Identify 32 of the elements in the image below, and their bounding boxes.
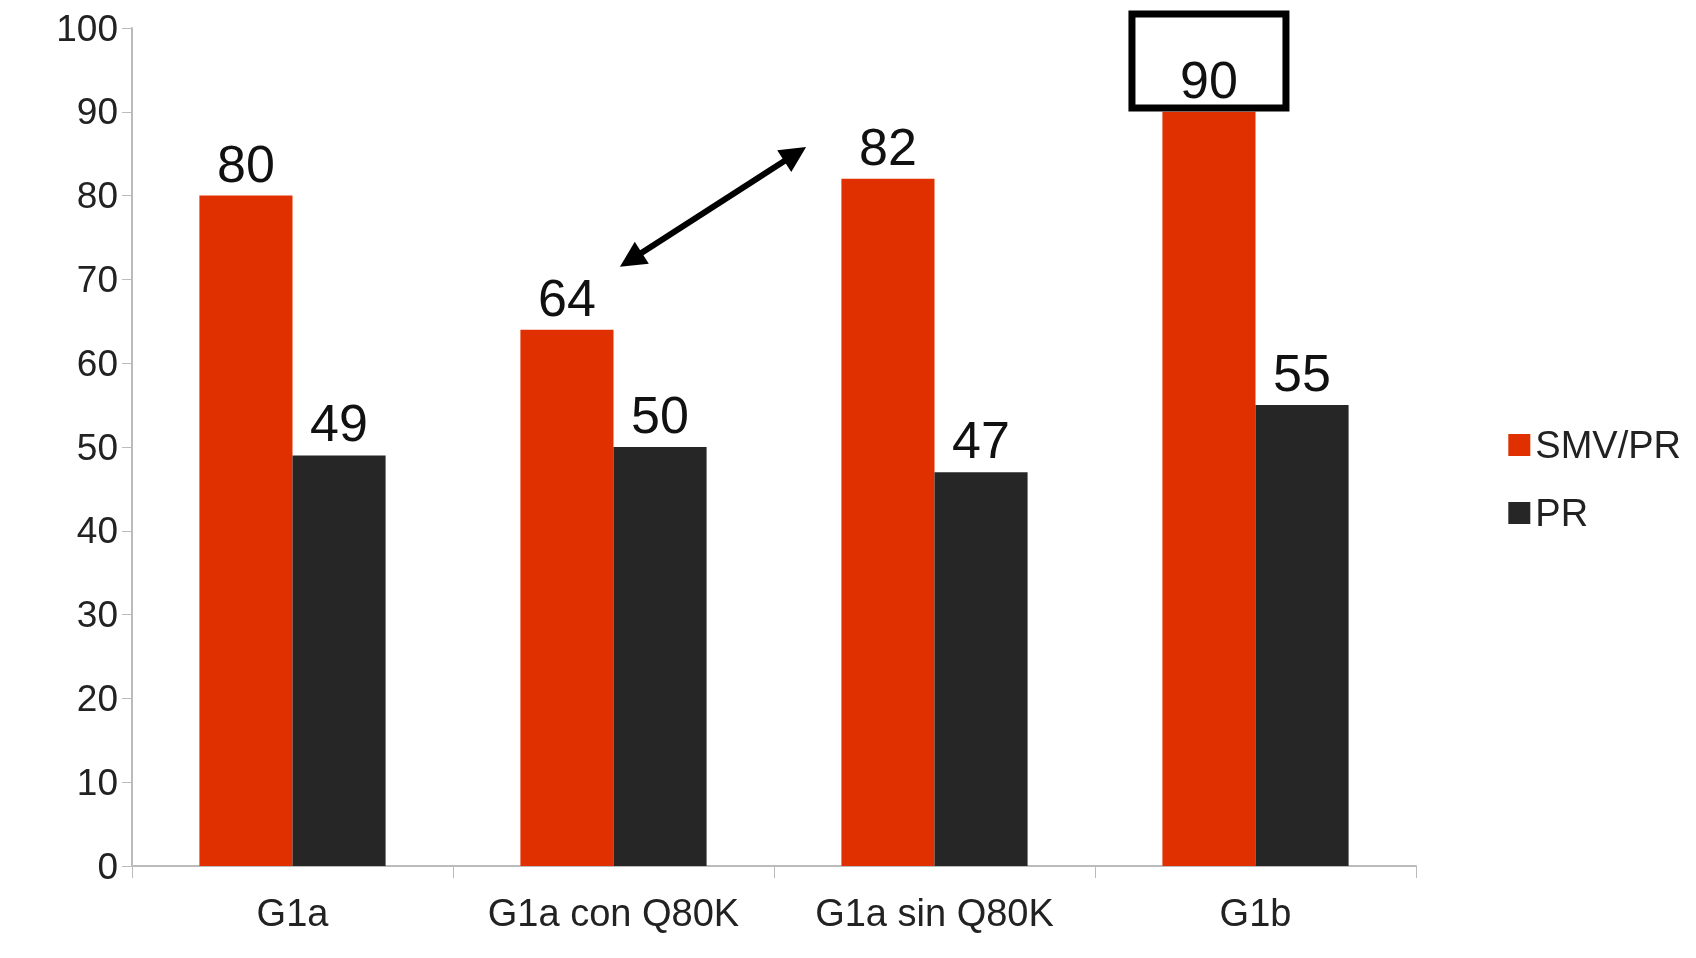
y-tick-label: 90 <box>76 91 118 133</box>
data-label: 64 <box>538 268 596 327</box>
x-tick-label: G1a con Q80K <box>487 892 740 934</box>
data-label: 55 <box>1273 344 1331 403</box>
x-tick-label: G1a <box>256 892 330 934</box>
y-tick-label: 70 <box>76 258 118 300</box>
y-tick-label: 60 <box>76 342 118 384</box>
data-label: 80 <box>217 134 275 193</box>
bar <box>1255 405 1349 866</box>
x-tick-label: G1a sin Q80K <box>815 892 1054 934</box>
y-tick-label: 40 <box>76 510 118 552</box>
legend-label: PR <box>1535 492 1589 534</box>
bar <box>199 195 293 866</box>
bar <box>292 455 386 866</box>
y-tick-label: 10 <box>76 761 118 803</box>
y-tick-label: 30 <box>76 594 118 636</box>
bar <box>613 447 707 866</box>
data-label: 82 <box>859 117 917 176</box>
data-label: 49 <box>310 394 368 453</box>
data-label: 90 <box>1180 50 1238 109</box>
y-tick-label: 100 <box>56 7 118 49</box>
y-tick-label: 0 <box>97 845 118 887</box>
y-tick-label: 80 <box>76 175 118 217</box>
x-tick-label: G1b <box>1219 892 1292 934</box>
bar <box>934 472 1028 866</box>
y-tick-label: 20 <box>76 677 118 719</box>
y-tick-label: 50 <box>76 426 118 468</box>
legend-label: SMV/PR <box>1535 424 1682 466</box>
bar <box>841 178 935 866</box>
data-label: 47 <box>952 411 1010 470</box>
data-label: 50 <box>631 386 689 444</box>
bar <box>520 329 614 866</box>
